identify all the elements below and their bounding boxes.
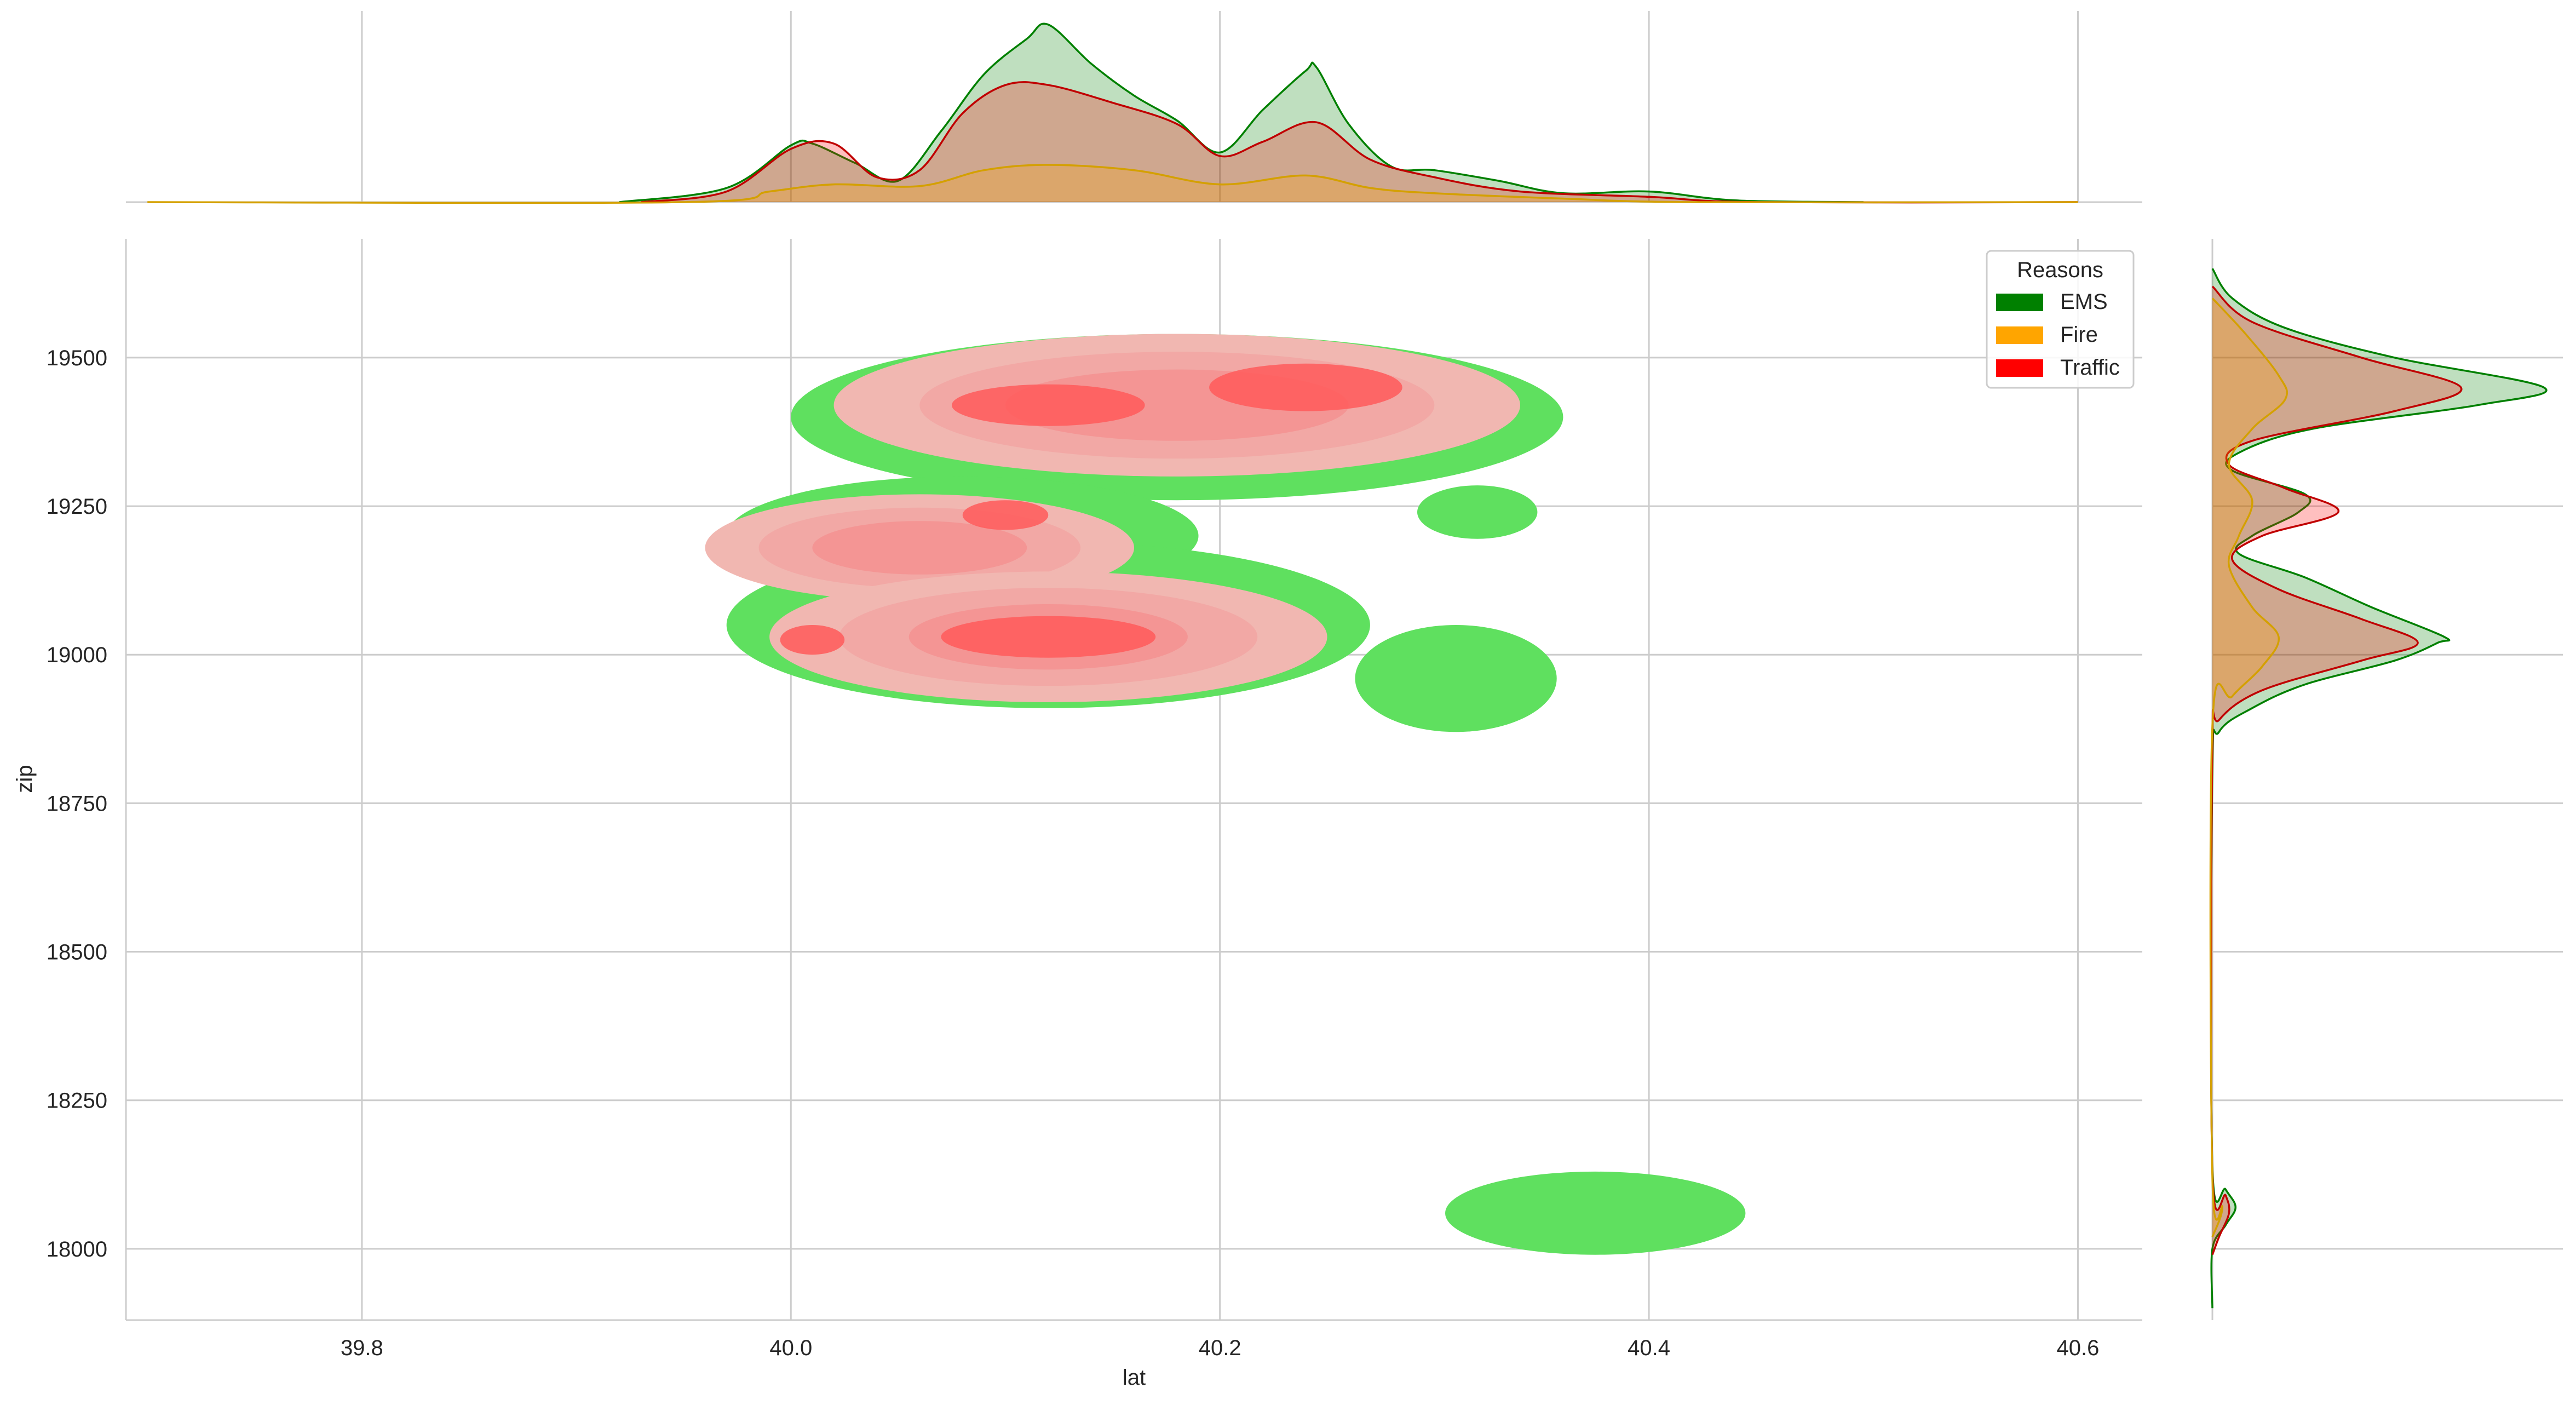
right-marginal-density-plot xyxy=(2209,239,2563,1320)
x-tick-label: 40.4 xyxy=(1628,1336,1670,1360)
y-tick-label: 18250 xyxy=(47,1089,107,1113)
legend-label-traffic: Traffic xyxy=(2060,355,2120,380)
density-region-traffic xyxy=(962,500,1049,530)
legend-swatch-traffic xyxy=(1996,359,2043,377)
legend-swatch-fire xyxy=(1996,326,2043,344)
y-tick-label: 19250 xyxy=(47,495,107,519)
density-region-traffic xyxy=(780,625,845,655)
top-marginal-area-traffic xyxy=(641,82,2078,203)
density-region-traffic xyxy=(952,384,1145,426)
right-marginal-area-ems xyxy=(2211,268,2546,1309)
y-tick-label: 18750 xyxy=(47,792,107,816)
joint-density-plot: 39.8 40.0 40.2 40.4 40.6 18000 18250 18500 18750… xyxy=(47,239,2142,1360)
top-marginal-line-traffic xyxy=(640,81,2078,204)
top-marginal-line-fire xyxy=(147,164,2078,204)
density-region-ems xyxy=(1445,1171,1746,1255)
right-marginal-area-fire xyxy=(2210,298,2287,1237)
y-tick-label: 19000 xyxy=(47,643,107,667)
top-marginal-density-plot xyxy=(126,11,2142,204)
right-marginal-line-fire xyxy=(2209,297,2288,1237)
legend-label-fire: Fire xyxy=(2060,323,2098,347)
density-region-ems xyxy=(1355,625,1557,732)
x-tick-label: 40.2 xyxy=(1199,1336,1241,1360)
legend-swatch-ems xyxy=(1996,294,2043,311)
legend: Reasons EMS Fire Traffic xyxy=(1986,250,2135,389)
density-region-traffic xyxy=(941,616,1156,658)
x-tick-label: 40.6 xyxy=(2057,1336,2100,1360)
y-tick-label: 18000 xyxy=(47,1237,107,1261)
x-tick-label: 40.0 xyxy=(769,1336,812,1360)
top-marginal-area-fire xyxy=(147,165,2078,203)
legend-label-ems: EMS xyxy=(2060,290,2108,314)
legend-frame xyxy=(1986,250,2135,389)
density-level-fire xyxy=(812,521,1027,575)
y-tick-label: 19500 xyxy=(47,346,107,370)
y-tick-label: 18500 xyxy=(47,941,107,965)
density-region-ems xyxy=(1417,485,1538,539)
x-axis-label: lat xyxy=(1123,1366,1146,1390)
right-marginal-area-traffic xyxy=(2211,286,2462,1255)
legend-title: Reasons xyxy=(2017,258,2103,282)
x-tick-label: 39.8 xyxy=(341,1336,383,1360)
top-marginal-line-ems xyxy=(619,22,1864,203)
density-region-traffic xyxy=(1209,363,1402,411)
y-axis-label: zip xyxy=(13,765,37,793)
